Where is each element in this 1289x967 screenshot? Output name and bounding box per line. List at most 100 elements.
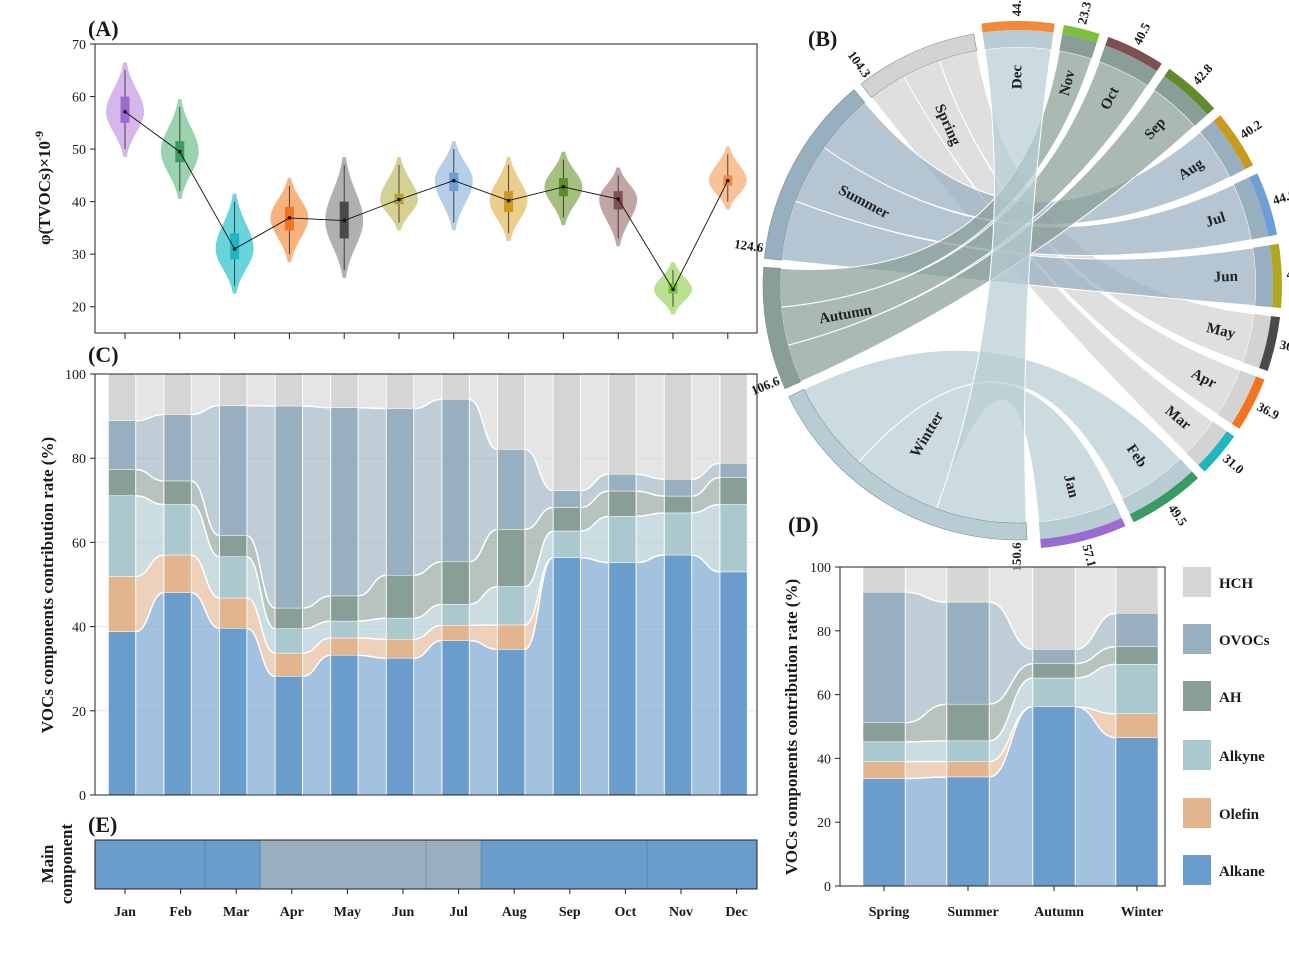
median-point-May: [342, 218, 347, 223]
sector-Aug: [1200, 121, 1246, 177]
bar-OVOCs-Sep: [553, 490, 581, 508]
flow-Alkyne-9: [635, 512, 666, 564]
y-axis-title: VOCs components contribution rate (%): [38, 437, 57, 733]
x-tick-label-Spring: Spring: [869, 905, 909, 920]
bar-HCH-Jul: [441, 373, 470, 400]
bar-Alkyne-Aug: [497, 586, 525, 626]
bar-Olefin-Spring: [862, 761, 906, 779]
flow-HCH-8: [579, 373, 610, 492]
bar-AH-Jun: [386, 574, 414, 619]
bar-OVOCs-Jul: [441, 399, 470, 563]
flow-HCH-2: [246, 373, 276, 407]
sector-Summer: [764, 89, 866, 261]
median-point-Jul: [452, 178, 456, 183]
sector-value-Dec: 44.0: [1009, 0, 1024, 16]
flow-Alkane-0: [904, 776, 948, 887]
y-tick-label: 80: [72, 452, 86, 467]
bar-AH-Sep: [553, 507, 581, 532]
strip-cell-Dec: [701, 840, 758, 889]
x-tick-label-Dec: Dec: [725, 905, 748, 920]
x-tick-label-Autumn: Autumn: [1034, 905, 1084, 920]
sector-value-Oct: 40.5: [1130, 20, 1154, 48]
median-point-Oct: [616, 197, 620, 201]
bar-OVOCs-Autumn: [1032, 649, 1076, 664]
strip-cell-Apr: [260, 840, 317, 889]
flow-HCH-10: [690, 373, 721, 480]
sector-value-Jan: 57.1: [1079, 543, 1099, 569]
sector-rim-Jul: [1249, 173, 1278, 237]
legend-swatch-OVOCs: [1183, 624, 1211, 654]
y-tick-label: 40: [72, 621, 86, 636]
bar-HCH-Jun: [386, 373, 414, 409]
bar-AH-Summer: [946, 703, 990, 742]
legend-label-OVOCs: OVOCs: [1219, 633, 1270, 649]
x-tick-label-Mar: Mar: [223, 905, 249, 920]
bar-AH-Nov: [664, 495, 692, 514]
flow-Olefin-0: [904, 760, 948, 780]
median-point-Jan: [123, 109, 127, 114]
flow-HCH-3: [301, 373, 332, 409]
legend-swatch-Olefin: [1183, 798, 1211, 828]
median-point-Jun: [397, 197, 401, 202]
bar-OVOCs-Summer: [946, 601, 990, 705]
y-tick-label: 100: [65, 368, 86, 383]
bar-HCH-Winter: [1115, 566, 1159, 614]
x-tick-label-May: May: [334, 905, 361, 920]
sector-rim-Aug: [1213, 115, 1254, 170]
main-component-panel: Jan Feb Mar Apr May Jun Jul Aug Sep Oct Nov Dec Main…: [38, 824, 758, 920]
flow-Olefin-4: [357, 637, 388, 659]
bar-Olefin-Mar: [219, 597, 247, 629]
bar-OVOCs-Aug: [497, 449, 525, 530]
y-tick-label: 60: [72, 91, 86, 106]
bar-HCH-Mar: [219, 373, 247, 406]
bar-Olefin-Jan: [108, 576, 136, 632]
sector-label-Nov: Nov: [1057, 68, 1079, 97]
bar-Alkane-Oct: [608, 562, 637, 796]
bar-OVOCs-Spring: [862, 591, 906, 723]
bar-AH-Winter: [1115, 646, 1159, 665]
bar-Alkane-May: [330, 654, 359, 796]
sector-rim-Mar: [1198, 431, 1235, 472]
bar-HCH-Autumn: [1032, 566, 1076, 650]
sector-rim-Oct: [1105, 36, 1162, 72]
legend-swatch-Alkyne: [1183, 740, 1211, 770]
legend-label-Olefin: Olefin: [1219, 807, 1260, 823]
sector-rim-Feb: [1129, 471, 1199, 523]
bar-Alkane-Aug: [497, 649, 525, 796]
bar-Alkane-Winter: [1115, 737, 1159, 887]
sector-value-Aug: 40.2: [1237, 117, 1264, 142]
sector-value-May: 36.4: [1278, 337, 1289, 357]
sector-value-Feb: 49.5: [1165, 501, 1191, 529]
x-tick-label-Summer: Summer: [947, 905, 998, 920]
bar-Alkyne-May: [330, 620, 359, 639]
median-point-Aug: [506, 198, 511, 203]
bar-AH-Feb: [163, 480, 192, 505]
legend-label-HCH: HCH: [1219, 576, 1254, 592]
bar-AH-May: [330, 595, 359, 622]
x-tick-label-Jan: Jan: [114, 905, 136, 920]
x-tick-label-Winter: Winter: [1121, 905, 1164, 920]
bar-AH-Dec: [719, 477, 748, 505]
flow-OVOCs-3: [301, 405, 332, 609]
bar-OVOCs-Jan: [108, 420, 136, 470]
bar-AH-Aug: [497, 529, 525, 587]
panel-label-b: (B): [808, 26, 837, 51]
bar-HCH-Spring: [862, 566, 906, 593]
bar-Olefin-Jul: [441, 625, 470, 641]
x-tick-label-Apr: Apr: [280, 905, 304, 920]
bar-HCH-Summer: [946, 566, 990, 603]
bar-Olefin-Jun: [386, 638, 414, 659]
bar-Alkane-Jun: [386, 657, 414, 796]
strip-cell-Jan: [95, 840, 151, 889]
bar-Alkane-Feb: [163, 592, 192, 796]
bar-Alkyne-Jan: [108, 495, 136, 577]
panel-label-e: (E): [88, 812, 117, 837]
bar-Alkyne-Autumn: [1032, 677, 1076, 707]
flow-Alkane-5: [412, 639, 443, 796]
strip-cell-Oct: [591, 840, 648, 889]
median-line: [124, 111, 729, 291]
bar-HCH-Apr: [275, 373, 303, 407]
y-tick-label: 60: [72, 536, 86, 551]
box-Mar: [230, 233, 240, 260]
legend-label-Alkane: Alkane: [1219, 864, 1265, 880]
